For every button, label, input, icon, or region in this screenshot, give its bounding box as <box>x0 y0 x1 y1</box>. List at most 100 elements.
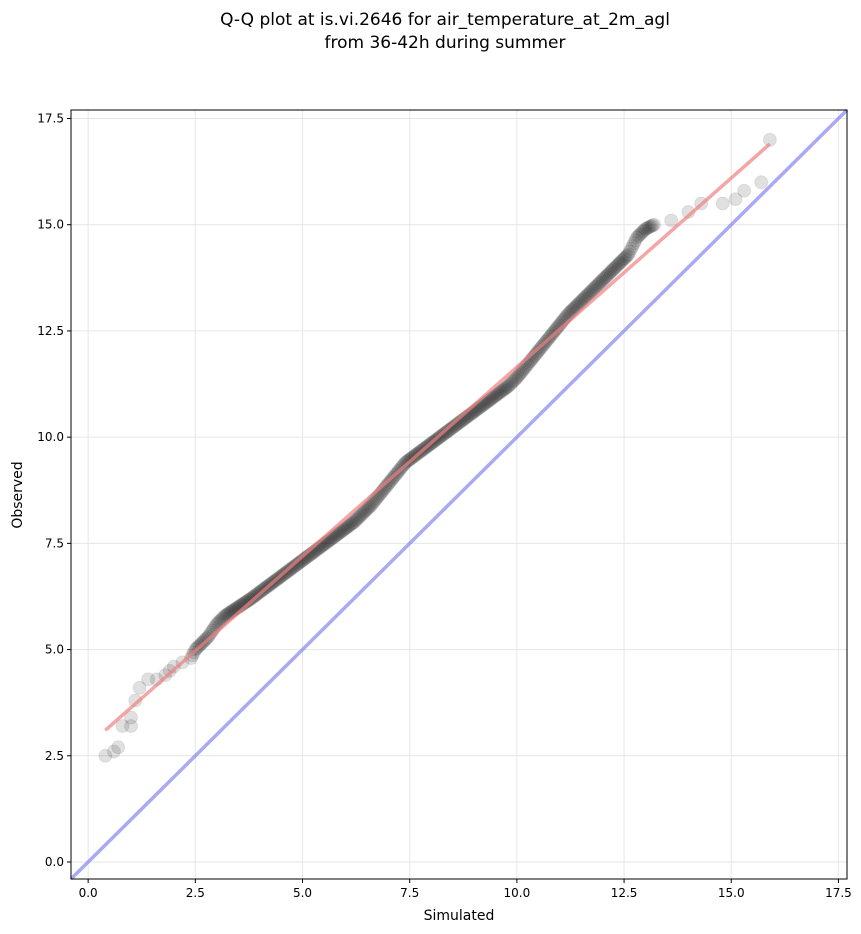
data-point <box>381 476 396 491</box>
data-point <box>612 256 627 271</box>
data-point <box>485 390 500 405</box>
data-point <box>600 267 615 282</box>
data-point <box>360 502 375 517</box>
data-point <box>605 262 620 277</box>
data-point <box>621 247 636 262</box>
x-tick-label: 0.0 <box>79 886 98 900</box>
data-point <box>645 218 660 233</box>
data-point <box>349 512 364 527</box>
data-point <box>644 219 659 234</box>
data-point <box>609 258 624 273</box>
data-point <box>574 293 589 308</box>
data-point <box>570 297 585 312</box>
data-point <box>398 455 413 470</box>
y-tick-label: 12.5 <box>37 324 64 338</box>
data-point <box>361 500 376 515</box>
data-point <box>583 284 598 299</box>
chart-title-line-2: from 36-42h during summer <box>325 33 566 53</box>
data-point <box>245 590 260 605</box>
data-point <box>499 380 514 395</box>
data-point <box>111 740 126 755</box>
data-point <box>581 287 596 302</box>
data-point <box>242 592 257 607</box>
data-point <box>345 516 360 531</box>
data-point <box>382 475 397 490</box>
data-point <box>530 344 545 359</box>
data-point <box>614 253 629 268</box>
data-point <box>594 274 609 289</box>
data-point <box>638 221 653 236</box>
data-point <box>586 282 601 297</box>
data-point <box>587 280 602 295</box>
regression-line-segment <box>104 142 771 732</box>
y-tick-label: 15.0 <box>37 218 64 232</box>
data-point <box>590 278 605 293</box>
data-point <box>504 376 519 391</box>
data-point <box>353 508 368 523</box>
data-point <box>493 385 508 400</box>
data-point <box>356 505 371 520</box>
data-point <box>754 175 769 190</box>
data-point <box>575 292 590 307</box>
data-point <box>585 283 600 298</box>
x-tick-label: 5.0 <box>293 886 312 900</box>
data-point <box>627 236 642 251</box>
data-point <box>637 223 652 238</box>
data-point <box>98 748 113 763</box>
data-point <box>350 511 365 526</box>
data-point <box>625 238 640 253</box>
data-point <box>631 229 646 244</box>
data-point <box>290 557 305 572</box>
x-axis-ticks: 0.0 2.5 5.0 7.5 10.0 12.5 15.0 17.5 <box>79 879 852 900</box>
y-tick-label: 0.0 <box>45 855 64 869</box>
y-tick-label: 7.5 <box>45 536 64 550</box>
data-point <box>344 517 359 532</box>
data-point <box>513 365 528 380</box>
data-point <box>589 279 604 294</box>
data-point <box>492 386 507 401</box>
data-point <box>728 192 743 207</box>
data-point <box>624 241 639 256</box>
data-point <box>352 509 367 524</box>
data-point <box>141 672 156 687</box>
data-point <box>582 286 597 301</box>
data-point <box>490 387 505 402</box>
data-point <box>505 374 520 389</box>
grid-lines <box>71 110 847 879</box>
y-axis-ticks: 0.0 2.5 5.0 7.5 10.0 12.5 15.0 17.5 <box>37 111 71 869</box>
chart-title-line-1: Q-Q plot at is.vi.2646 for air_temperatu… <box>220 10 670 30</box>
x-tick-label: 17.5 <box>825 886 852 900</box>
data-point <box>340 520 355 535</box>
data-point <box>629 230 644 245</box>
data-point <box>632 227 647 242</box>
data-point <box>486 389 501 404</box>
data-point <box>115 719 130 734</box>
data-point <box>441 423 456 438</box>
y-tick-label: 2.5 <box>45 749 64 763</box>
data-point <box>440 424 455 439</box>
data-point <box>498 381 513 396</box>
data-point <box>331 526 346 541</box>
data-point <box>339 520 354 535</box>
data-point <box>124 719 139 734</box>
data-point <box>508 372 523 387</box>
data-point <box>488 388 503 403</box>
data-point <box>244 591 259 606</box>
data-point <box>124 710 139 725</box>
data-point <box>611 257 626 272</box>
data-point <box>641 220 656 235</box>
data-point <box>496 383 511 398</box>
data-point <box>354 507 369 522</box>
data-point <box>622 244 637 259</box>
data-point <box>618 250 633 265</box>
data-point <box>443 422 458 437</box>
x-axis-label: Simulated <box>424 908 495 924</box>
data-point <box>162 663 177 678</box>
data-point <box>509 370 524 385</box>
data-point <box>598 270 613 285</box>
data-point <box>482 392 497 407</box>
data-point <box>489 387 504 402</box>
data-point <box>332 525 347 540</box>
plot-area-frame <box>70 109 848 880</box>
